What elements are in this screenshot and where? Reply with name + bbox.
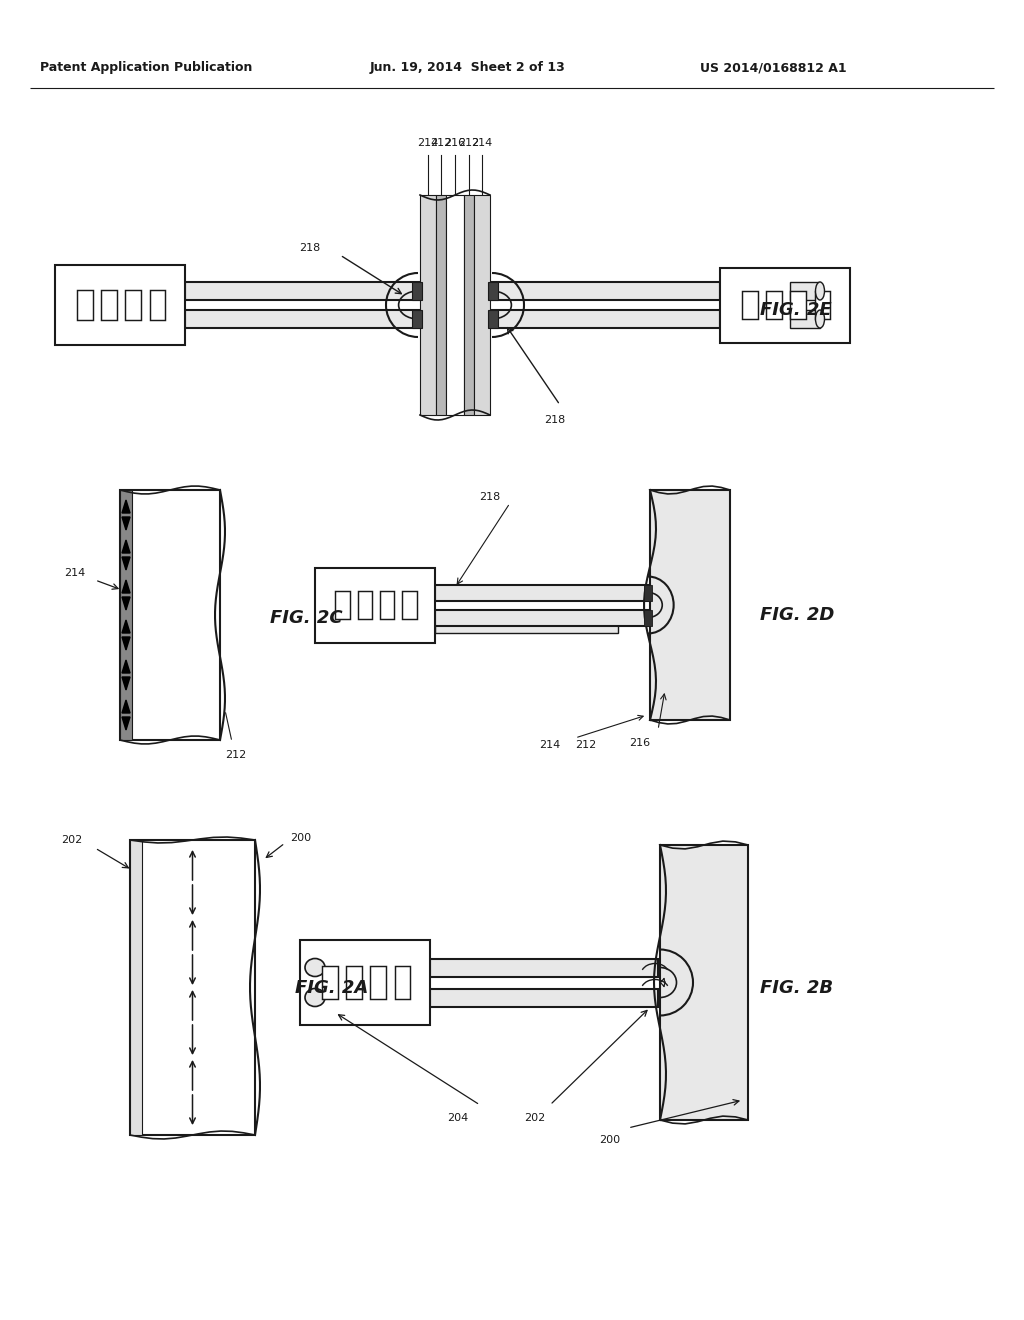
- Polygon shape: [122, 620, 130, 634]
- Polygon shape: [122, 500, 130, 513]
- Bar: [371, 966, 386, 999]
- Bar: [77, 290, 93, 321]
- Bar: [446, 195, 464, 414]
- Bar: [130, 840, 142, 1135]
- Polygon shape: [122, 700, 130, 713]
- Bar: [300, 940, 430, 1026]
- Ellipse shape: [815, 310, 824, 327]
- Bar: [791, 290, 806, 319]
- Text: FIG. 2E: FIG. 2E: [760, 301, 831, 319]
- Bar: [742, 290, 758, 319]
- Text: 216: 216: [629, 738, 650, 748]
- Text: 202: 202: [60, 836, 82, 845]
- Bar: [315, 568, 435, 643]
- Bar: [380, 591, 394, 619]
- Polygon shape: [122, 597, 130, 610]
- Bar: [488, 310, 498, 327]
- Bar: [435, 623, 617, 632]
- Text: Patent Application Publication: Patent Application Publication: [40, 62, 252, 74]
- Text: 214: 214: [539, 741, 560, 750]
- Polygon shape: [122, 579, 130, 593]
- Bar: [435, 585, 650, 601]
- Bar: [490, 310, 720, 327]
- Text: 218: 218: [479, 492, 500, 502]
- Text: 214: 214: [63, 568, 85, 578]
- Bar: [660, 845, 748, 1119]
- Bar: [430, 989, 658, 1006]
- Bar: [420, 195, 436, 414]
- Bar: [412, 310, 422, 327]
- Bar: [120, 490, 132, 741]
- Text: 218: 218: [545, 414, 565, 425]
- Text: 212: 212: [459, 139, 479, 148]
- Bar: [336, 591, 350, 619]
- Bar: [766, 290, 782, 319]
- Bar: [150, 290, 165, 321]
- Bar: [357, 591, 372, 619]
- Bar: [185, 310, 420, 327]
- Bar: [435, 610, 650, 626]
- Bar: [720, 268, 850, 342]
- Bar: [644, 585, 652, 601]
- Bar: [101, 290, 117, 321]
- Text: FIG. 2A: FIG. 2A: [295, 979, 369, 997]
- Bar: [130, 840, 255, 1135]
- Text: 212: 212: [225, 750, 246, 760]
- Bar: [464, 195, 474, 414]
- Bar: [815, 290, 830, 319]
- Ellipse shape: [815, 282, 824, 300]
- Ellipse shape: [305, 958, 325, 977]
- Bar: [346, 966, 361, 999]
- Bar: [394, 966, 411, 999]
- Polygon shape: [122, 717, 130, 730]
- Text: 200: 200: [290, 833, 311, 843]
- Text: 200: 200: [599, 1135, 620, 1144]
- Bar: [644, 610, 652, 626]
- Polygon shape: [122, 540, 130, 553]
- Bar: [120, 490, 220, 741]
- Bar: [126, 290, 141, 321]
- Bar: [436, 195, 446, 414]
- Text: FIG. 2C: FIG. 2C: [270, 609, 343, 627]
- Text: 212: 212: [430, 139, 452, 148]
- Polygon shape: [122, 638, 130, 649]
- Text: 216: 216: [444, 139, 466, 148]
- Text: 214: 214: [471, 139, 493, 148]
- Text: FIG. 2B: FIG. 2B: [760, 979, 834, 997]
- Bar: [650, 490, 730, 719]
- Text: 212: 212: [575, 741, 596, 750]
- Bar: [55, 265, 185, 345]
- Text: FIG. 2D: FIG. 2D: [760, 606, 835, 624]
- Bar: [412, 282, 422, 300]
- Bar: [790, 310, 820, 327]
- Bar: [790, 282, 820, 300]
- Ellipse shape: [305, 989, 325, 1006]
- Bar: [185, 282, 420, 300]
- Bar: [474, 195, 490, 414]
- Polygon shape: [122, 660, 130, 673]
- Bar: [490, 282, 720, 300]
- Text: 214: 214: [418, 139, 438, 148]
- Bar: [323, 966, 338, 999]
- Polygon shape: [122, 677, 130, 690]
- Polygon shape: [122, 517, 130, 531]
- Text: 202: 202: [523, 1113, 545, 1123]
- Text: Jun. 19, 2014  Sheet 2 of 13: Jun. 19, 2014 Sheet 2 of 13: [370, 62, 565, 74]
- Text: 204: 204: [446, 1113, 468, 1123]
- Bar: [488, 282, 498, 300]
- Text: US 2014/0168812 A1: US 2014/0168812 A1: [700, 62, 847, 74]
- Text: 218: 218: [299, 243, 319, 253]
- Bar: [430, 958, 658, 977]
- Polygon shape: [122, 557, 130, 570]
- Bar: [402, 591, 417, 619]
